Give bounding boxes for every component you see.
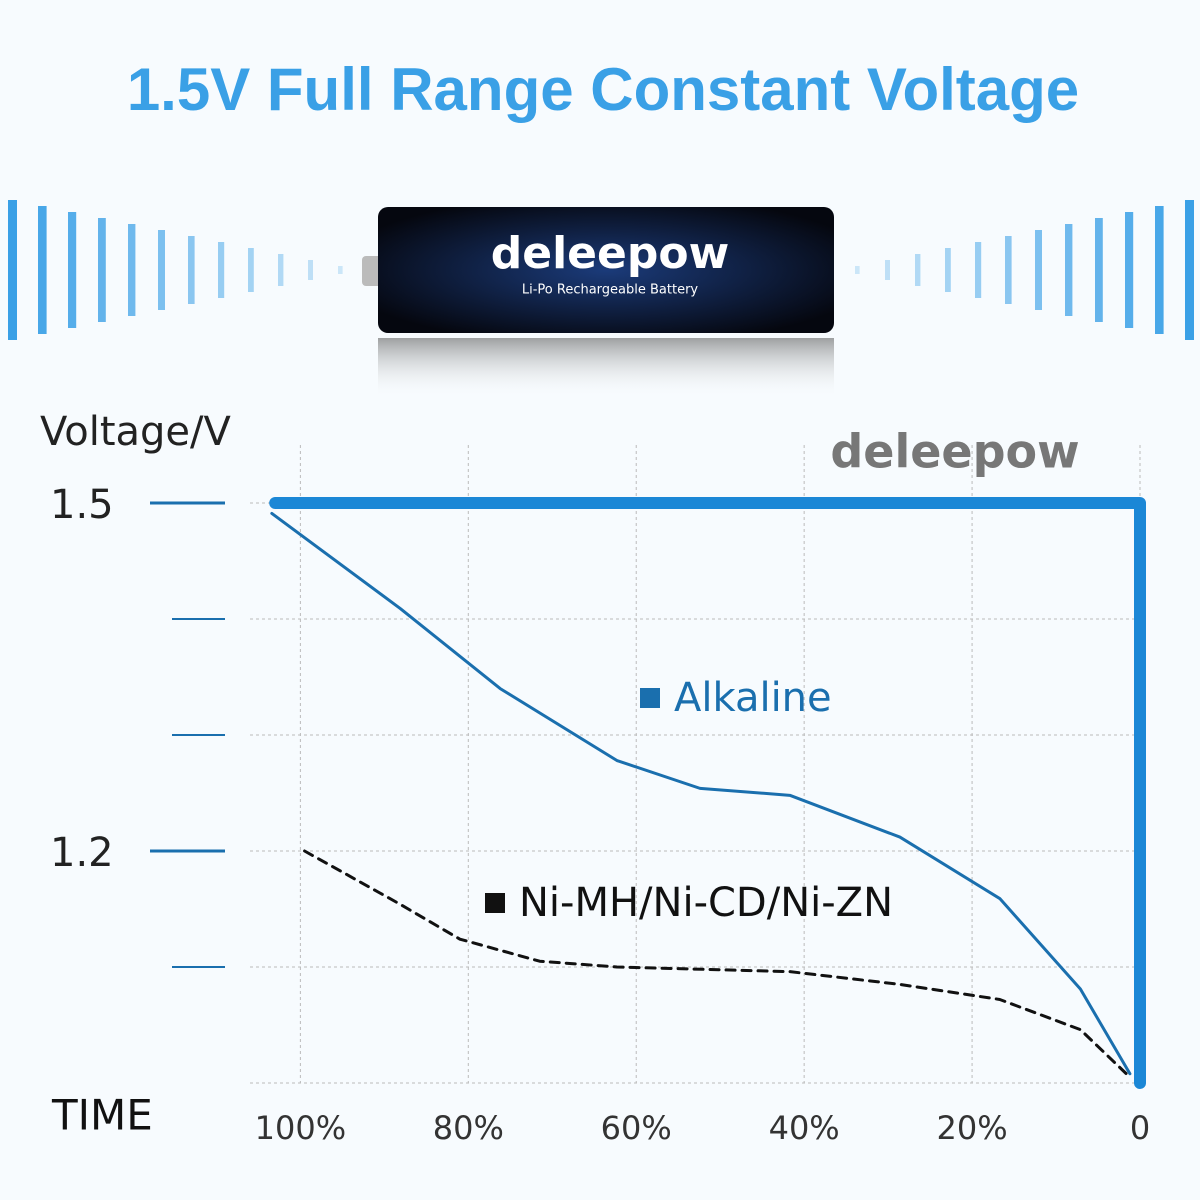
- sound-bar: [1125, 212, 1134, 328]
- x-tick-label: 40%: [769, 1109, 840, 1147]
- legend-swatch: [640, 688, 660, 708]
- sound-bar: [248, 248, 254, 292]
- sound-bar: [975, 242, 982, 298]
- series-line: [270, 511, 1132, 1076]
- sound-bar: [1185, 200, 1194, 340]
- sound-bar: [38, 206, 47, 334]
- y-tick-label: 1.5: [50, 482, 114, 528]
- sound-bar: [338, 266, 343, 274]
- battery-terminal: [362, 256, 382, 286]
- sound-bar: [308, 260, 313, 280]
- sound-bar: [128, 224, 136, 316]
- legend-label: Ni-MH/Ni-CD/Ni-ZN: [519, 880, 893, 926]
- brand-logo: deleepow: [830, 425, 1079, 479]
- x-tick-label: 100%: [255, 1109, 346, 1147]
- series-line: [269, 497, 1146, 1089]
- sound-bar: [278, 254, 284, 286]
- x-tick-label: 80%: [433, 1109, 504, 1147]
- battery-label: Li-Po Rechargeable Battery: [522, 283, 699, 298]
- sound-bar: [1035, 230, 1042, 310]
- x-axis-label: TIME: [51, 1091, 153, 1140]
- sound-bar: [915, 254, 921, 286]
- sound-bar: [1065, 224, 1073, 316]
- chart: Voltage/V TIME deleepow 100% 80% 60% 40% 20% 0 1.…: [40, 409, 1150, 1147]
- battery: deleepow Li-Po Rechargeable Battery: [362, 207, 834, 398]
- sound-bars: [8, 200, 1194, 340]
- battery-body: [378, 207, 834, 333]
- sound-bar: [1005, 236, 1012, 304]
- y-axis-label: Voltage/V: [40, 409, 232, 455]
- sound-bar: [218, 242, 225, 298]
- sound-bar: [1155, 206, 1164, 334]
- x-tick-label: 0: [1130, 1109, 1150, 1147]
- y-tick-label: 1.2: [50, 830, 114, 876]
- legend-swatch: [485, 893, 505, 913]
- sound-bar: [68, 212, 77, 328]
- sound-bar: [8, 200, 17, 340]
- title: 1.5V Full Range Constant Voltage: [127, 56, 1079, 123]
- sound-bar: [158, 230, 165, 310]
- sound-bar: [885, 260, 890, 280]
- sound-bar: [98, 218, 106, 322]
- sound-bar: [855, 266, 860, 274]
- sound-bar: [188, 236, 195, 304]
- sound-bar: [945, 248, 951, 292]
- legend-label: Alkaline: [674, 675, 832, 721]
- x-tick-label: 20%: [937, 1109, 1008, 1147]
- sound-bar: [1095, 218, 1103, 322]
- x-tick-label: 60%: [601, 1109, 672, 1147]
- series-line: [303, 849, 1132, 1079]
- battery-reflection: [378, 338, 834, 398]
- battery-brand: deleepow: [491, 228, 729, 279]
